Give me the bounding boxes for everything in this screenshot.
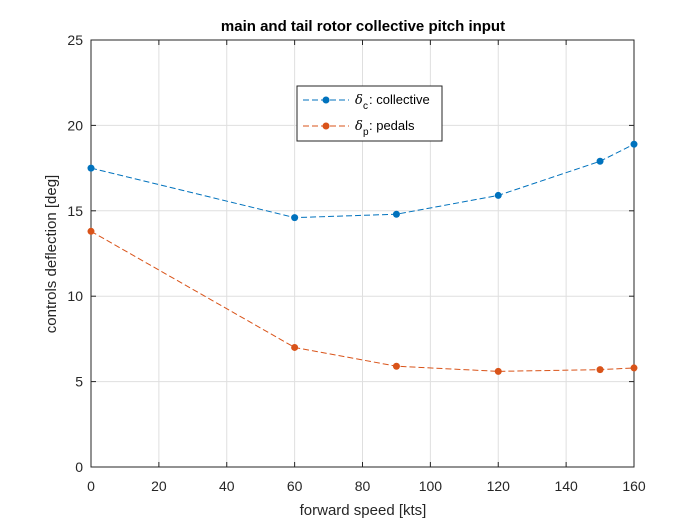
- x-tick-label: 160: [622, 478, 646, 494]
- series-line-c: [90, 143, 635, 219]
- legend-label: : pedals: [369, 118, 415, 133]
- y-tick-label: 25: [67, 32, 83, 48]
- y-tick-label: 5: [75, 374, 83, 390]
- legend-symbol: δ: [355, 93, 363, 108]
- y-tick-label: 20: [67, 117, 83, 133]
- data-point-p: [494, 367, 502, 375]
- data-point-c: [87, 164, 95, 172]
- tick-labels: 0 20 40 60 80 100 120 140 160 0 5 10 15 20 25: [67, 32, 645, 494]
- data-point-p: [596, 366, 604, 374]
- series-layer: [87, 140, 638, 375]
- series-line-p: [90, 230, 635, 372]
- data-point-c: [392, 210, 400, 218]
- data-point-c: [494, 191, 502, 199]
- x-tick-label: 100: [419, 478, 443, 494]
- x-tick-label: 80: [355, 478, 371, 494]
- data-point-p: [291, 343, 299, 351]
- data-point-c: [630, 140, 638, 148]
- x-tick-label: 40: [219, 478, 235, 494]
- legend-box: [296, 85, 443, 142]
- data-point-p: [87, 227, 95, 235]
- data-point-p: [392, 362, 400, 370]
- legend-subscript: p: [363, 127, 369, 138]
- y-axis-label: controls deflection [deg]: [43, 175, 60, 333]
- data-point-c: [596, 157, 604, 165]
- x-tick-label: 20: [151, 478, 167, 494]
- y-tick-label: 15: [67, 203, 83, 219]
- y-tick-label: 0: [75, 459, 83, 475]
- x-tick-label: 140: [554, 478, 578, 494]
- chart-title: main and tail rotor collective pitch inp…: [221, 18, 505, 35]
- legend-symbol: δ: [355, 119, 363, 134]
- data-point-p: [630, 364, 638, 372]
- y-tick-label: 10: [67, 288, 83, 304]
- x-tick-label: 120: [487, 478, 511, 494]
- x-tick-label: 60: [287, 478, 303, 494]
- legend-marker-p: [322, 122, 330, 130]
- legend-label: : collective: [369, 92, 430, 107]
- data-point-c: [291, 214, 299, 222]
- x-axis-label: forward speed [kts]: [300, 502, 427, 519]
- legend-subscript: c: [363, 101, 368, 112]
- x-tick-label: 0: [87, 478, 95, 494]
- plot-area-border: [90, 39, 635, 468]
- legend-marker-c: [322, 96, 330, 104]
